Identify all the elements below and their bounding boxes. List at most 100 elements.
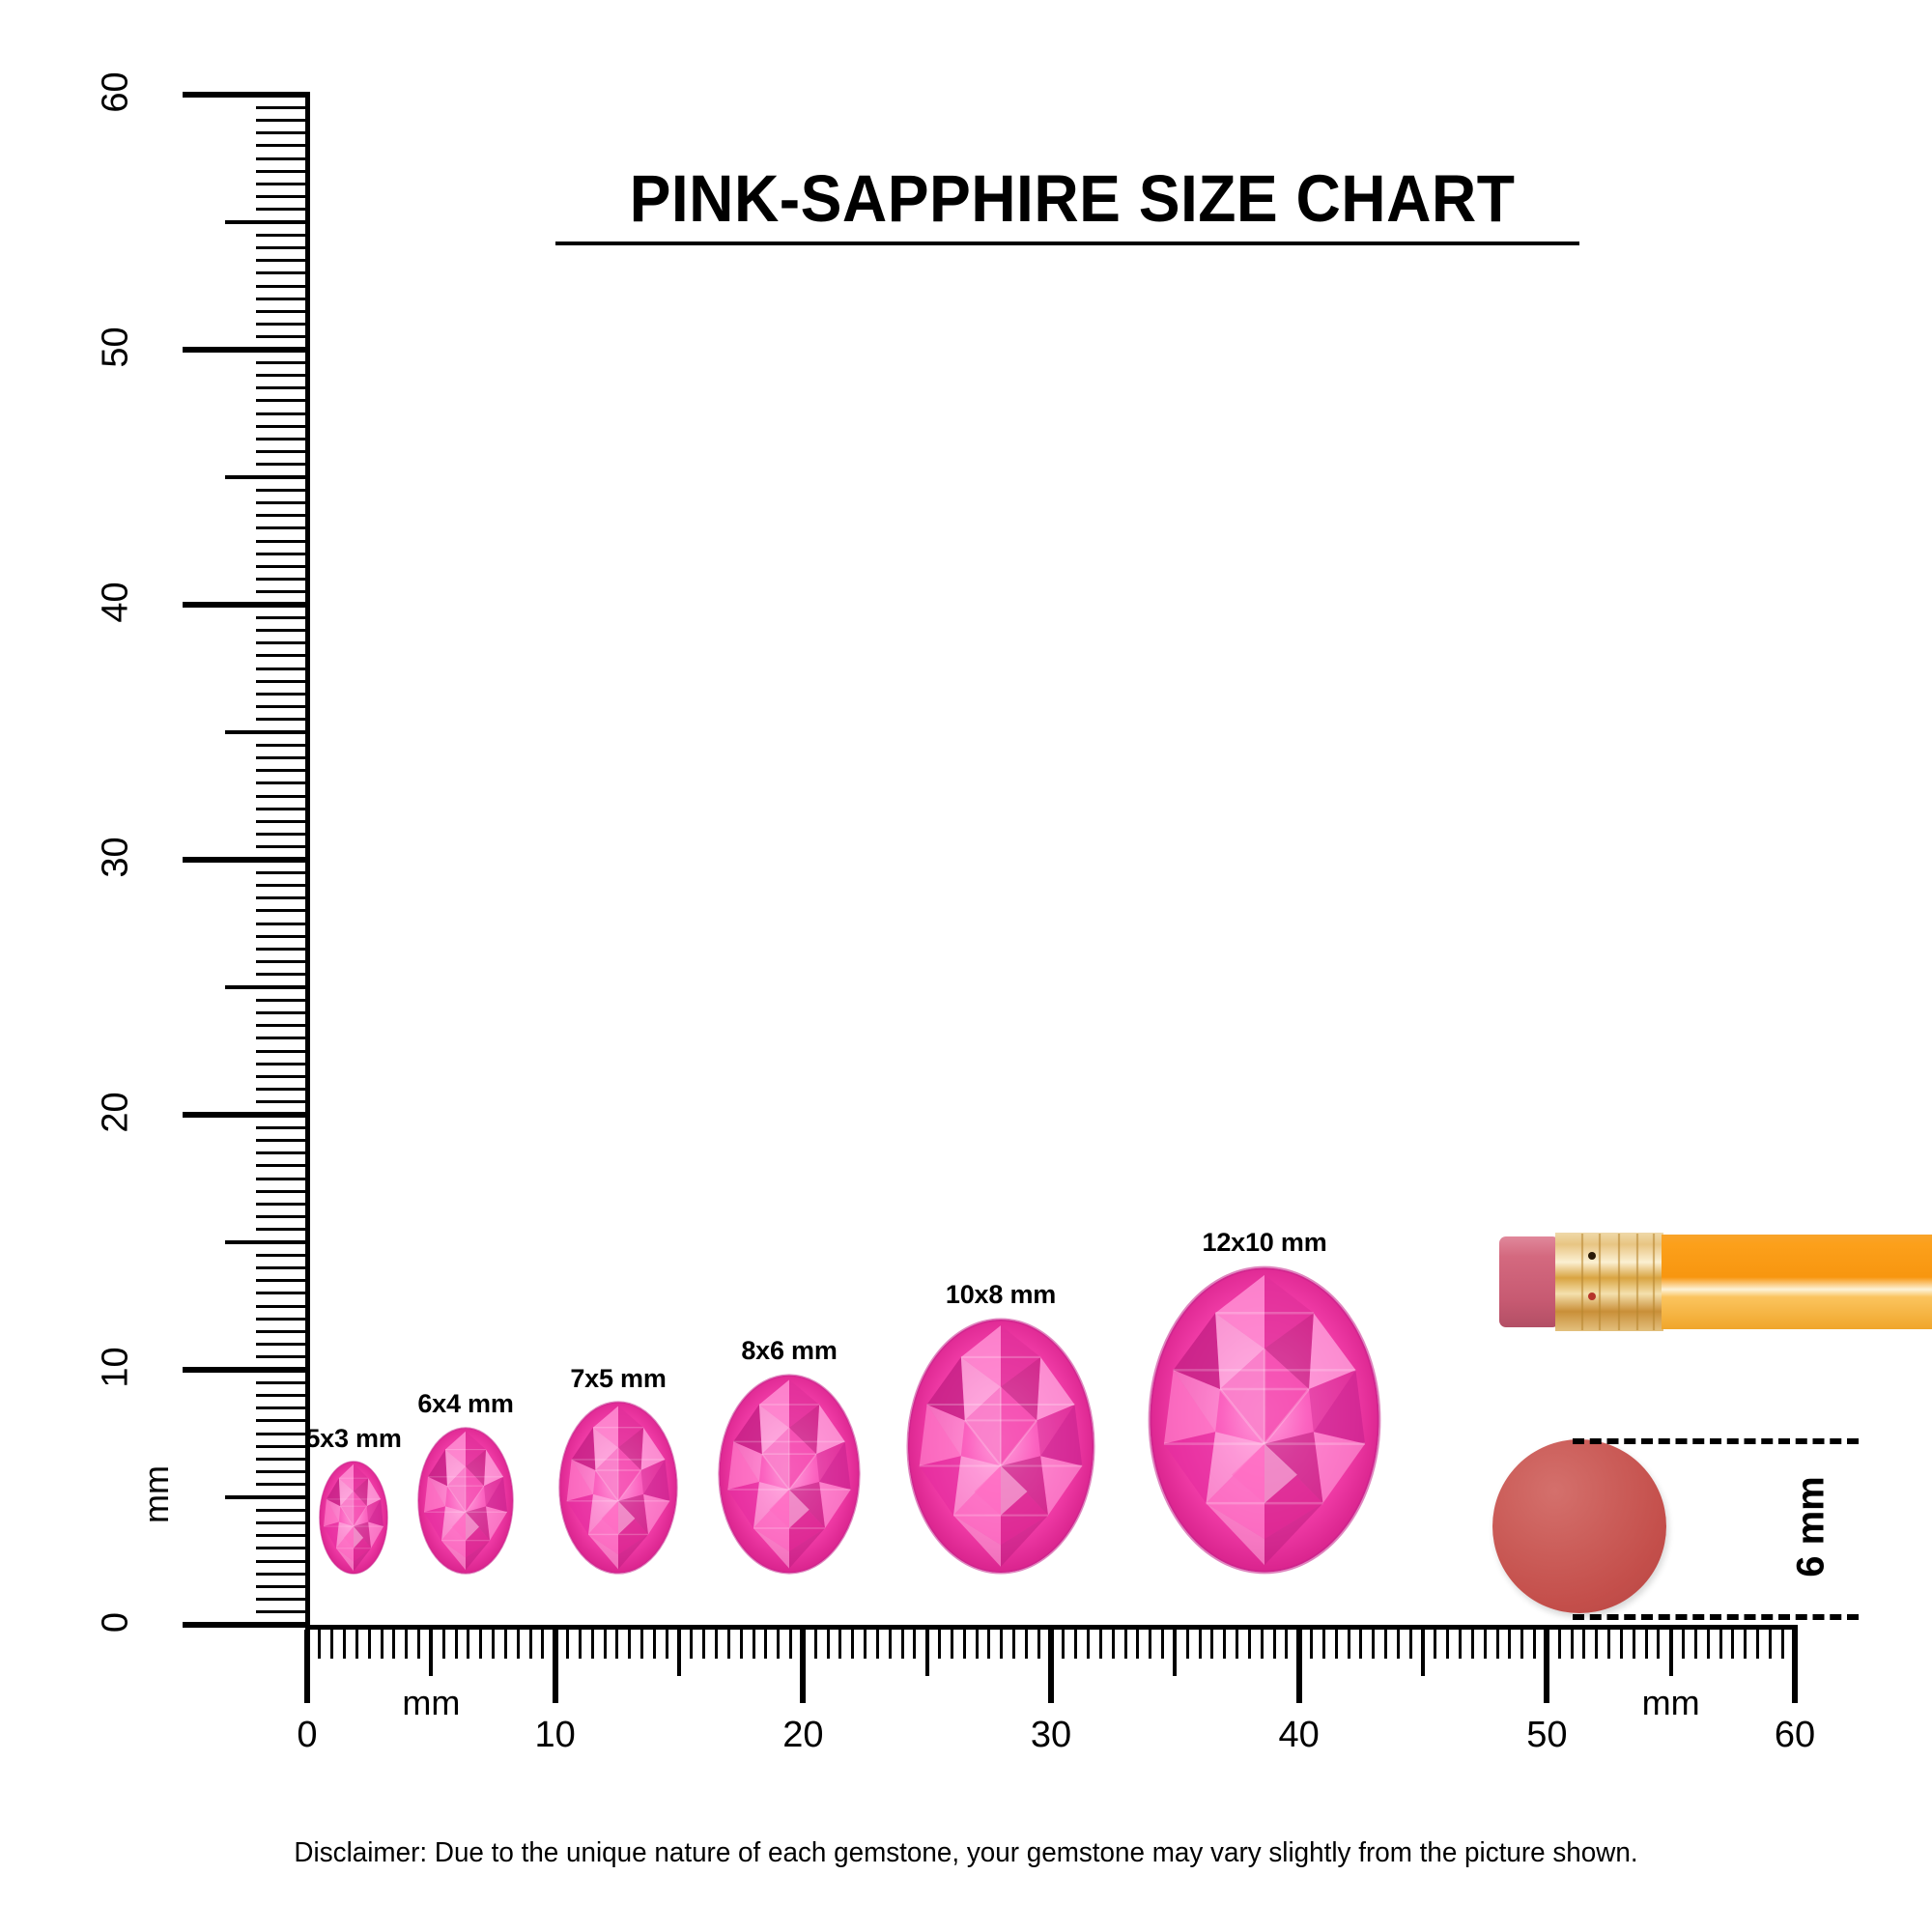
gemstone-label: 7x5 mm <box>570 1364 667 1393</box>
h-ruler-minor-tick <box>1149 1630 1152 1659</box>
h-ruler-mid-tick <box>924 1630 929 1676</box>
h-ruler-major-tick <box>1295 1630 1302 1703</box>
h-ruler-minor-tick <box>1272 1630 1276 1659</box>
h-ruler-minor-tick <box>1434 1630 1437 1659</box>
h-ruler-minor-tick <box>590 1630 594 1659</box>
v-ruler-minor-tick <box>256 1432 310 1435</box>
v-ruler-minor-tick <box>256 1189 310 1193</box>
h-ruler-minor-tick <box>1607 1630 1610 1659</box>
gemstone-12x10-mm <box>1148 1265 1381 1575</box>
h-ruler-mid-tick <box>1421 1630 1425 1676</box>
h-ruler-minor-tick <box>441 1630 445 1659</box>
v-ruler-label-40: 40 <box>95 582 136 623</box>
h-ruler-minor-tick <box>1483 1630 1487 1659</box>
h-ruler-minor-tick <box>1582 1630 1586 1659</box>
v-ruler-minor-tick <box>256 947 310 951</box>
h-ruler-minor-tick <box>541 1630 545 1659</box>
h-ruler-minor-tick <box>726 1630 730 1659</box>
h-ruler-minor-tick <box>1037 1630 1040 1659</box>
v-ruler-minor-tick <box>256 781 310 785</box>
h-ruler-minor-tick <box>1644 1630 1648 1659</box>
v-ruler-minor-tick <box>256 259 310 263</box>
v-ruler-major-tick <box>183 92 310 98</box>
h-ruler-minor-tick <box>467 1630 470 1659</box>
v-ruler-minor-tick <box>256 1559 310 1563</box>
h-ruler-minor-tick <box>1495 1630 1499 1659</box>
gemstone-label: 12x10 mm <box>1202 1228 1327 1257</box>
v-ruler-minor-tick <box>256 1138 310 1142</box>
h-ruler-minor-tick <box>1136 1630 1140 1659</box>
v-ruler-minor-tick <box>256 628 310 632</box>
h-ruler-minor-tick <box>1520 1630 1524 1659</box>
v-ruler-minor-tick <box>256 514 310 518</box>
h-ruler-minor-tick <box>690 1630 694 1659</box>
v-ruler-minor-tick <box>256 922 310 925</box>
v-ruler-minor-tick <box>256 1125 310 1129</box>
v-ruler-minor-tick <box>256 1470 310 1474</box>
v-ruler-minor-tick <box>256 1584 310 1588</box>
v-ruler-minor-tick <box>256 1253 310 1257</box>
horizontal-ruler-spine <box>305 1625 1798 1630</box>
h-ruler-minor-tick <box>652 1630 656 1659</box>
v-ruler-minor-tick <box>256 1393 310 1397</box>
h-ruler-minor-tick <box>1744 1630 1747 1659</box>
h-ruler-minor-tick <box>715 1630 718 1659</box>
h-ruler-major-tick <box>304 1630 310 1703</box>
v-ruler-minor-tick <box>256 539 310 543</box>
h-ruler-major-tick <box>1792 1630 1798 1703</box>
h-ruler-minor-tick <box>1321 1630 1325 1659</box>
h-ruler-minor-tick <box>1347 1630 1350 1659</box>
v-ruler-minor-tick <box>256 118 310 122</box>
h-ruler-minor-tick <box>1384 1630 1387 1659</box>
v-ruler-minor-tick <box>256 1151 310 1155</box>
h-ruler-minor-tick <box>578 1630 582 1659</box>
h-ruler-minor-tick <box>1756 1630 1759 1659</box>
v-ruler-minor-tick <box>256 323 310 327</box>
v-ruler-minor-tick <box>256 819 310 823</box>
v-ruler-unit-label: mm <box>136 1465 176 1523</box>
v-ruler-minor-tick <box>256 271 310 275</box>
h-ruler-minor-tick <box>665 1630 668 1659</box>
v-ruler-label-30: 30 <box>95 837 136 878</box>
v-ruler-minor-tick <box>256 309 310 313</box>
v-ruler-minor-tick <box>256 297 310 300</box>
v-ruler-minor-tick <box>256 1164 310 1168</box>
h-ruler-minor-tick <box>938 1630 941 1659</box>
h-ruler-minor-tick <box>739 1630 743 1659</box>
h-ruler-minor-tick <box>826 1630 830 1659</box>
h-ruler-minor-tick <box>1459 1630 1462 1659</box>
h-ruler-minor-tick <box>1223 1630 1227 1659</box>
v-ruler-minor-tick <box>256 1088 310 1092</box>
h-ruler-minor-tick <box>888 1630 892 1659</box>
h-ruler-minor-tick <box>1533 1630 1536 1659</box>
eraser-size-label: 6 mm <box>1789 1476 1833 1577</box>
v-ruler-minor-tick <box>256 667 310 670</box>
h-ruler-minor-tick <box>1657 1630 1661 1659</box>
v-ruler-minor-tick <box>256 641 310 645</box>
h-ruler-minor-tick <box>789 1630 792 1659</box>
h-ruler-minor-tick <box>1198 1630 1202 1659</box>
v-ruler-minor-tick <box>256 360 310 364</box>
h-ruler-major-tick <box>800 1630 807 1703</box>
v-ruler-minor-tick <box>256 1343 310 1347</box>
v-ruler-minor-tick <box>256 437 310 440</box>
h-ruler-minor-tick <box>380 1630 384 1659</box>
gemstone-7x5-mm <box>558 1401 678 1575</box>
v-ruler-minor-tick <box>256 233 310 237</box>
h-ruler-minor-tick <box>1074 1630 1078 1659</box>
h-ruler-minor-tick <box>975 1630 979 1659</box>
gemstone-label: 10x8 mm <box>945 1280 1057 1309</box>
v-ruler-minor-tick <box>256 412 310 415</box>
h-ruler-minor-tick <box>367 1630 371 1659</box>
h-ruler-minor-tick <box>1185 1630 1189 1659</box>
h-ruler-minor-tick <box>875 1630 879 1659</box>
v-ruler-minor-tick <box>256 1049 310 1053</box>
gemstone-label: 5x3 mm <box>305 1424 402 1453</box>
h-ruler-minor-tick <box>950 1630 953 1659</box>
h-ruler-minor-tick <box>503 1630 507 1659</box>
h-ruler-minor-tick <box>1161 1630 1164 1659</box>
h-ruler-minor-tick <box>318 1630 322 1659</box>
h-ruler-minor-tick <box>1000 1630 1004 1659</box>
v-ruler-minor-tick <box>256 1304 310 1308</box>
v-ruler-minor-tick <box>256 718 310 722</box>
